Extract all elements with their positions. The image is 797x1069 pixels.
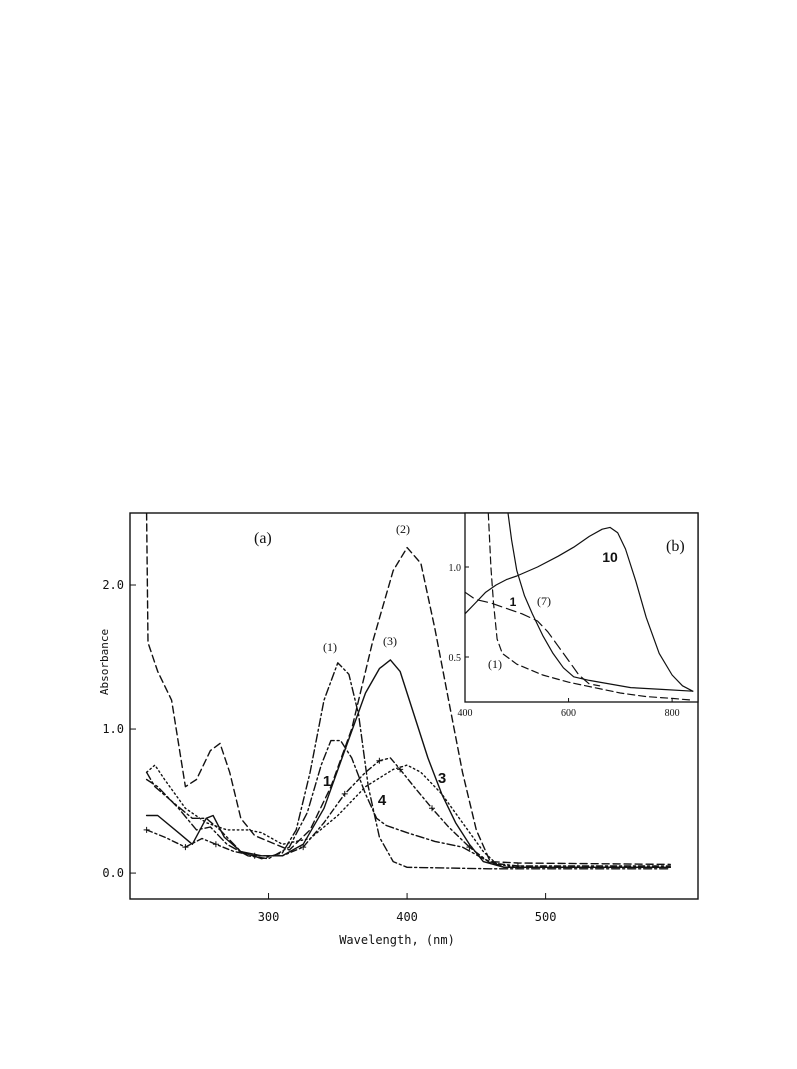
- panel-a: 300 400 500 0.0 1.0 2.0 (a) Wavelength, (nm)…: [98, 512, 699, 947]
- series-marker-4: [182, 844, 189, 851]
- series-line-p1p: [487, 513, 694, 701]
- panel-b-frame: [464, 512, 699, 703]
- label-series-10: 10: [602, 549, 618, 565]
- y-axis-label: Absorbance: [98, 629, 111, 695]
- series-marker-4: [466, 844, 473, 851]
- series-marker-4: [376, 757, 383, 764]
- series-line-3: [145, 764, 671, 868]
- panel-b-series: [465, 513, 694, 701]
- panel-b-label: (b): [666, 538, 685, 555]
- series-marker-4: [397, 766, 404, 773]
- panel-b-inset: 400 600 800 0.5 1.0 (b) 10 1 (7) (1): [449, 512, 699, 719]
- x-tick-label: 600: [561, 708, 576, 719]
- x-axis-label: Wavelength, (nm): [339, 933, 455, 947]
- x-tick-label: 400: [396, 910, 418, 924]
- panel-a-label: (a): [254, 530, 272, 547]
- panel-a-x-ticks: 300 400 500: [258, 893, 557, 924]
- panel-b-y-ticks: 0.5 1.0: [449, 563, 469, 664]
- panel-a-y-ticks: 0.0 1.0 2.0: [102, 578, 136, 880]
- label-series-3: 3: [438, 770, 446, 787]
- label-series-1: 1: [323, 773, 331, 790]
- series-marker-4: [300, 844, 307, 851]
- label-inset-series-1: 1: [510, 595, 517, 609]
- x-tick-label: 400: [458, 708, 473, 719]
- x-tick-label: 800: [665, 708, 680, 719]
- x-tick-label: 500: [535, 910, 557, 924]
- series-line-p1p: [145, 662, 671, 870]
- x-tick-label: 300: [258, 910, 280, 924]
- label-series-(2): (2): [396, 522, 410, 536]
- y-tick-label: 1.0: [102, 722, 124, 736]
- y-tick-label: 1.0: [449, 563, 462, 574]
- label-inset-series-(1): (1): [488, 657, 502, 671]
- series-marker-4: [212, 841, 219, 848]
- y-tick-label: 2.0: [102, 578, 124, 592]
- label-series-(1): (1): [323, 640, 337, 654]
- series-marker-4: [429, 805, 436, 812]
- series-marker-4: [341, 790, 348, 797]
- series-line-1: [145, 739, 671, 868]
- label-series-(3): (3): [383, 634, 397, 648]
- y-tick-label: 0.5: [449, 653, 462, 664]
- series-line-p2p: [145, 513, 671, 866]
- panel-a-frame: [129, 512, 699, 900]
- series-marker-4: [143, 826, 150, 833]
- y-tick-label: 0.0: [102, 866, 124, 880]
- series-marker-4: [514, 862, 521, 869]
- panel-b-x-ticks: 400 600 800: [458, 698, 680, 719]
- series-line-10: [465, 526, 694, 692]
- series-marker-4: [251, 852, 258, 859]
- label-series-4: 4: [378, 792, 387, 809]
- series-line-p3p: [145, 659, 671, 868]
- panel-a-series: [143, 513, 671, 870]
- label-series-(7): (7): [537, 594, 551, 608]
- series-line-4: [145, 757, 671, 867]
